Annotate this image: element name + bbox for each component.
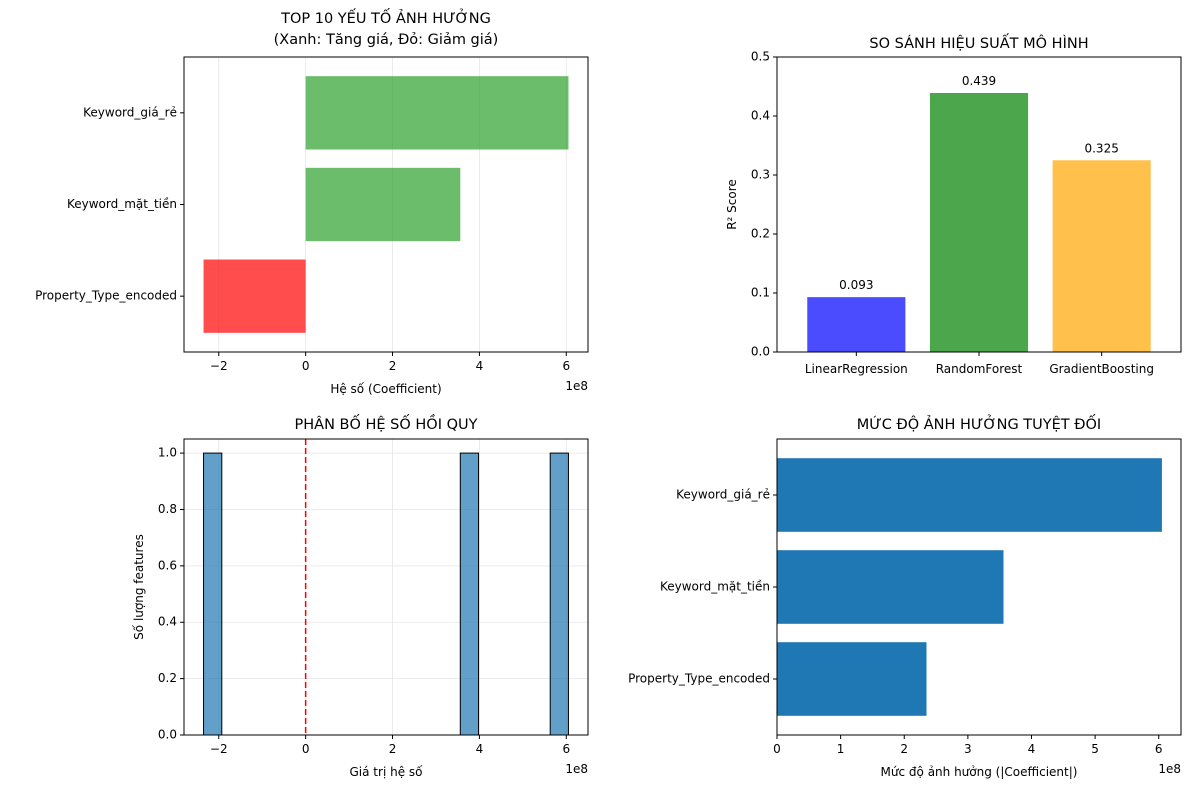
coefficient-histogram: −2 0 2 4 6 0.0 0.2 0.4 0.6 0.8 1.0 PHÂN BỐ HỆ SỐ … [132, 414, 589, 779]
y-tick-label: 0.2 [158, 671, 177, 685]
bar [305, 76, 569, 150]
coefficient-x-ticks: −2 0 2 4 6 [210, 352, 570, 373]
x-tick-label: −2 [210, 359, 228, 373]
value-label: 0.439 [962, 74, 996, 88]
x-tick-label: LinearRegression [805, 362, 908, 376]
histogram-y-ticks: 0.0 0.2 0.4 0.6 0.8 1.0 [158, 446, 184, 742]
bar [777, 642, 927, 716]
y-tick-label: Keyword_giá_rẻ [83, 105, 177, 119]
bar [203, 259, 306, 333]
x-tick-label: 2 [900, 742, 908, 756]
y-tick-label: Keyword_mặt_tiền [660, 580, 770, 594]
y-tick-label: Keyword_mặt_tiền [67, 197, 177, 211]
y-tick-label: 0.4 [751, 109, 770, 123]
histogram-x-offset: 1e8 [565, 762, 588, 776]
y-tick-label: 0.2 [751, 227, 770, 241]
x-tick-label: 2 [389, 359, 397, 373]
coefficient-chart: −2 0 2 4 6 Keyword_giá_rẻ Keyword_mặt_tiền Pro… [35, 8, 589, 396]
x-tick-label: 0 [302, 359, 310, 373]
histogram-bar [203, 452, 223, 736]
coefficient-chart-title: TOP 10 YẾU TỐ ẢNH HƯỞNG (Xanh: Tăng giá, … [274, 8, 499, 48]
coefficient-y-ticks: Keyword_giá_rẻ Keyword_mặt_tiền Property_T… [35, 105, 184, 303]
y-tick-label: 0.3 [751, 168, 770, 182]
y-tick-label: 0.8 [158, 502, 177, 516]
absolute-impact-x-label: Mức độ ảnh hưởng (|Coefficient|) [881, 765, 1078, 779]
coefficient-x-offset: 1e8 [565, 379, 588, 393]
absolute-impact-bars [777, 458, 1162, 716]
x-tick-label: 4 [476, 742, 484, 756]
y-tick-label: 0.5 [751, 50, 770, 64]
x-tick-label: GradientBoosting [1049, 362, 1154, 376]
histogram-title: PHÂN BỐ HỆ SỐ HỒI QUY [295, 414, 478, 433]
histogram-x-ticks: −2 0 2 4 6 [210, 735, 570, 756]
coefficient-bars [203, 76, 569, 333]
x-tick-label: 5 [1091, 742, 1099, 756]
x-tick-label: 3 [964, 742, 972, 756]
bar [1052, 160, 1151, 352]
bar [305, 167, 461, 242]
x-tick-label: 6 [562, 742, 570, 756]
y-tick-label: 0.4 [158, 615, 177, 629]
histogram-bar [549, 452, 569, 736]
model-y-ticks: 0.0 0.1 0.2 0.3 0.4 0.5 [751, 50, 777, 359]
y-tick-label: 0.1 [751, 286, 770, 300]
bar [929, 92, 1029, 353]
value-label: 0.325 [1084, 141, 1118, 155]
x-tick-label: 0 [773, 742, 781, 756]
bar [777, 550, 1004, 624]
model-x-ticks: LinearRegression RandomForest GradientBoos… [805, 352, 1154, 376]
histogram-grid [184, 439, 588, 736]
absolute-impact-y-ticks: Keyword_giá_rẻ Keyword_mặt_tiền Property_T… [628, 488, 777, 686]
x-tick-label: 6 [1155, 742, 1163, 756]
y-tick-label: 0.0 [158, 728, 177, 742]
y-tick-label: Property_Type_encoded [35, 289, 177, 303]
x-tick-label: 1 [837, 742, 845, 756]
y-tick-label: Keyword_giá_rẻ [676, 488, 770, 502]
absolute-impact-title: MỨC ĐỘ ẢNH HƯỞNG TUYỆT ĐỐI [857, 414, 1101, 433]
title-line: TOP 10 YẾU TỐ ẢNH HƯỞNG [280, 8, 491, 27]
model-value-labels: 0.093 0.439 0.325 [839, 74, 1119, 292]
x-tick-label: RandomForest [936, 362, 1023, 376]
y-tick-label: 0.6 [158, 558, 177, 572]
x-tick-label: 4 [1028, 742, 1036, 756]
absolute-impact-x-ticks: 0 1 2 3 4 5 6 [773, 735, 1163, 756]
x-tick-label: −2 [210, 742, 228, 756]
x-tick-label: 0 [302, 742, 310, 756]
histogram-y-label: Số lượng features [132, 534, 146, 640]
histogram-frame [183, 438, 589, 736]
title-line: (Xanh: Tăng giá, Đỏ: Giảm giá) [274, 32, 499, 48]
histogram-bar [459, 452, 480, 736]
model-bars [807, 92, 1151, 353]
histogram-bars [203, 452, 569, 736]
model-chart-title: SO SÁNH HIỆU SUẤT MÔ HÌNH [869, 33, 1088, 52]
model-y-label: R² Score [725, 179, 739, 230]
x-tick-label: 4 [476, 359, 484, 373]
coefficient-x-label: Hệ số (Coefficient) [330, 382, 441, 396]
x-tick-label: 6 [562, 359, 570, 373]
model-performance-chart: 0.093 0.439 0.325 LinearRegression RandomFo… [725, 33, 1182, 376]
absolute-impact-x-offset: 1e8 [1158, 762, 1181, 776]
x-tick-label: 2 [389, 742, 397, 756]
bar [807, 297, 906, 352]
y-tick-label: 1.0 [158, 446, 177, 460]
absolute-impact-chart: 0 1 2 3 4 5 6 Keyword_giá_rẻ Keyword_mặt_tiền Pr… [628, 414, 1182, 779]
bar [777, 458, 1162, 532]
y-tick-label: 0.0 [751, 345, 770, 359]
histogram-x-label: Giá trị hệ số [350, 765, 424, 779]
y-tick-label: Property_Type_encoded [628, 672, 770, 686]
value-label: 0.093 [839, 278, 873, 292]
